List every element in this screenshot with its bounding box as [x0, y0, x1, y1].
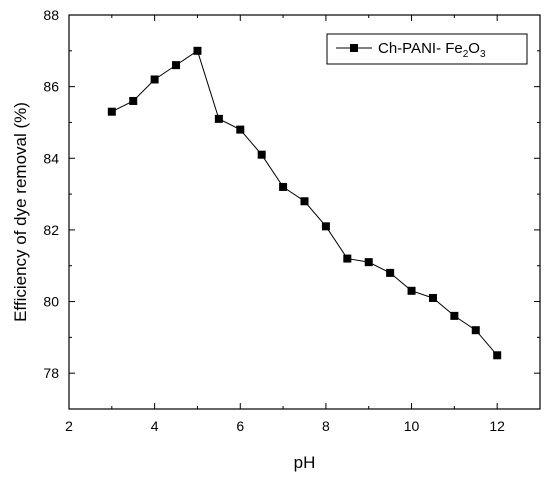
y-tick-label: 86 — [43, 79, 59, 95]
legend-label: Ch-PANI- Fe2O3 — [378, 40, 486, 60]
x-axis-title: pH — [294, 453, 316, 472]
data-point — [321, 222, 330, 231]
legend-marker — [350, 44, 358, 52]
series-layer — [107, 46, 502, 360]
data-point — [193, 46, 202, 55]
y-tick-label: 78 — [43, 365, 59, 381]
x-tick-label: 2 — [65, 418, 73, 434]
legend-label-sub1: 2 — [463, 49, 469, 60]
data-point — [407, 286, 416, 295]
legend-label-mid: O — [468, 40, 480, 57]
y-tick-label: 84 — [43, 150, 59, 166]
data-point — [257, 150, 266, 159]
y-tick-label: 88 — [43, 7, 59, 23]
data-point — [300, 197, 309, 206]
legend-label-sub2: 3 — [480, 49, 486, 60]
x-tick-label: 8 — [322, 418, 330, 434]
data-point — [129, 96, 138, 105]
data-point — [236, 125, 245, 134]
legend-label-main: Ch-PANI- Fe — [378, 40, 463, 57]
y-axis-title: Efficiency of dye removal (%) — [11, 102, 30, 322]
data-point — [107, 107, 116, 116]
y-tick-label: 80 — [43, 294, 59, 310]
x-tick-label: 4 — [151, 418, 159, 434]
data-point — [428, 293, 437, 302]
x-tick-label: 10 — [404, 418, 420, 434]
x-tick-label: 12 — [489, 418, 505, 434]
legend: Ch-PANI- Fe2O3 — [326, 33, 528, 65]
axes: 2 4 6 8 10 12 78 80 82 84 86 88 — [43, 7, 541, 434]
data-point — [172, 61, 181, 70]
data-point — [386, 268, 395, 277]
data-point — [150, 75, 159, 84]
data-point — [343, 254, 352, 263]
data-point — [471, 326, 480, 335]
data-point — [279, 182, 288, 191]
data-point — [214, 114, 223, 123]
legend-box — [326, 33, 528, 65]
plot-frame — [68, 14, 541, 410]
data-point — [450, 311, 459, 320]
data-point — [493, 351, 502, 360]
data-point — [364, 258, 373, 267]
y-tick-label: 82 — [43, 222, 59, 238]
x-tick-label: 6 — [236, 418, 244, 434]
